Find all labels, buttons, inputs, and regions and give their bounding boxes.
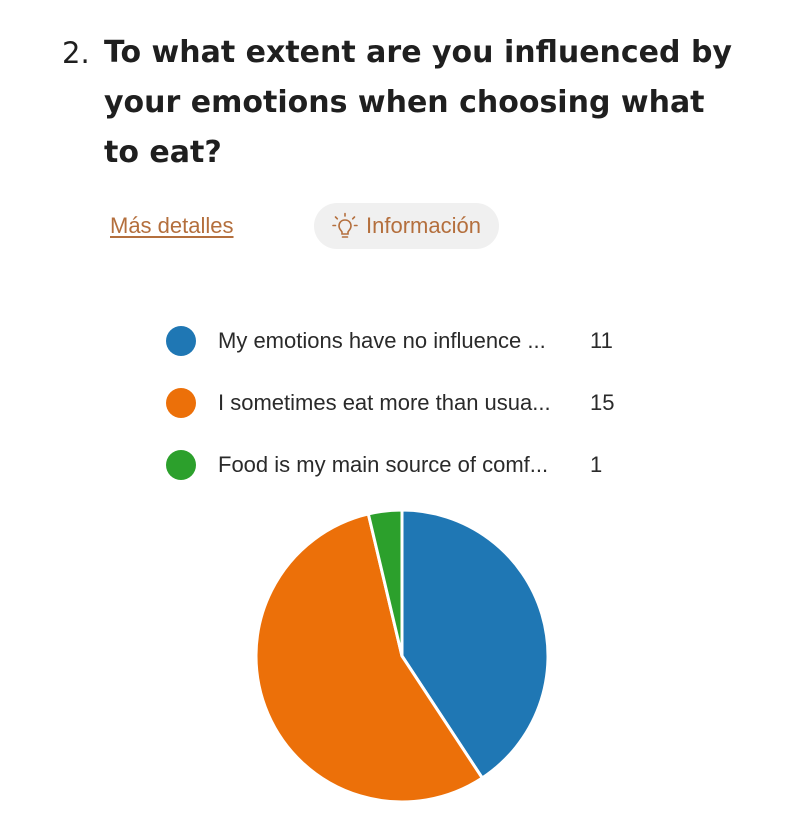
- lightbulb-icon: [332, 212, 358, 240]
- chart-legend: My emotions have no influence ... 11 I s…: [166, 310, 646, 496]
- information-label: Información: [366, 213, 481, 238]
- pie-slice[interactable]: [366, 508, 404, 658]
- legend-swatch: [166, 388, 196, 418]
- more-details-link[interactable]: Más detalles: [110, 213, 234, 238]
- question-header: 2. To what extent are you influenced by …: [62, 28, 762, 178]
- legend-swatch: [166, 450, 196, 480]
- legend-item: My emotions have no influence ... 11: [166, 310, 646, 372]
- legend-item: Food is my main source of comf... 1: [166, 434, 646, 496]
- legend-count: 15: [590, 390, 615, 415]
- legend-swatch: [166, 326, 196, 356]
- legend-count: 11: [590, 328, 613, 353]
- legend-item: I sometimes eat more than usua... 15: [166, 372, 646, 434]
- information-button[interactable]: Información: [314, 203, 499, 249]
- question-title: To what extent are you influenced by you…: [104, 35, 732, 170]
- legend-count: 1: [590, 452, 603, 477]
- pie-chart: [252, 506, 552, 806]
- pie-chart-svg: [254, 508, 550, 804]
- legend-label: Food is my main source of comf...: [218, 452, 549, 477]
- pie-slice[interactable]: [254, 512, 484, 804]
- question-number: 2.: [62, 36, 90, 70]
- question-actions: Más detalles Información: [110, 203, 610, 249]
- legend-label: I sometimes eat more than usua...: [218, 390, 551, 415]
- legend-label: My emotions have no influence ...: [218, 328, 546, 353]
